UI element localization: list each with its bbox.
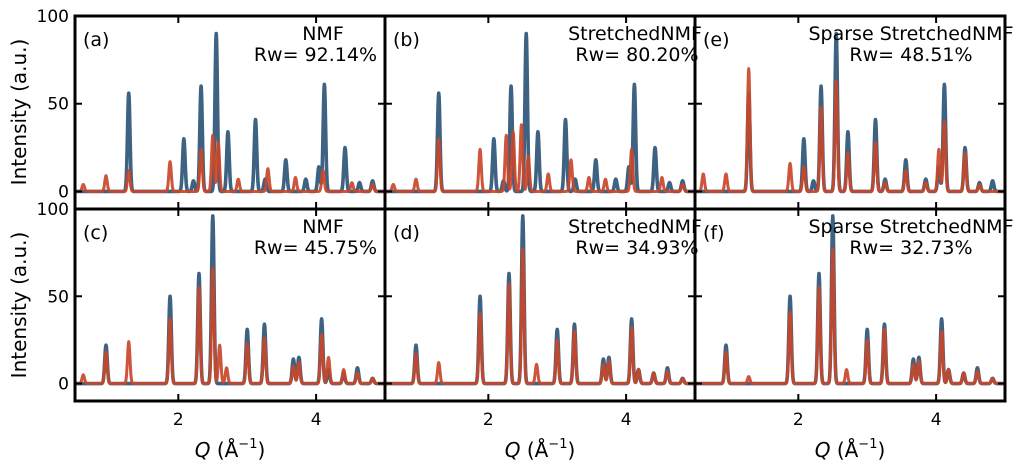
x-axis-label-1: Q (Å−1) [195,437,266,462]
series-fit-b [385,123,695,193]
series-fit-a [75,133,385,193]
ytick-label-a-1: 50 [47,95,69,115]
rw-label-e: Rw= 48.51% [849,44,972,66]
series-fit-e [695,67,1005,193]
rw-label-b: Rw= 80.20% [575,44,698,66]
method-label-e: Sparse StretchedNMF [808,23,1013,45]
x-axis-label-3: Q (Å−1) [815,437,886,462]
rw-label-f: Rw= 32.73% [849,237,972,259]
panel-label-f: (f) [703,222,725,244]
y-axis-label-top: Intensity (a.u.) [7,39,31,186]
method-label-f: Sparse StretchedNMF [808,216,1013,238]
rw-label-c: Rw= 45.75% [254,237,377,259]
series-fit-d [385,247,695,386]
rw-label-d: Rw= 34.93% [575,237,698,259]
x-axis-label-2: Q (Å−1) [505,437,576,462]
xtick-label-c-0: 2 [173,410,184,430]
ytick-label-a-0: 0 [58,182,69,202]
series-fit-f [695,247,1005,386]
xtick-label-f-1: 4 [931,410,942,430]
ytick-label-c-0: 0 [58,375,69,395]
ytick-label-c-1: 50 [47,287,69,307]
panel-label-b: (b) [393,29,420,51]
panel-label-d: (d) [393,222,420,244]
y-axis-label-bottom: Intensity (a.u.) [7,232,31,379]
panel-label-a: (a) [83,29,109,51]
series-fit-c [75,266,385,386]
ytick-label-a-2: 100 [37,7,69,27]
panel-frame-f [693,207,1007,403]
method-label-c: NMF [302,216,344,238]
ytick-label-c-2: 100 [37,200,69,220]
xtick-label-d-0: 2 [483,410,494,430]
method-label-a: NMF [302,23,344,45]
method-label-d: StretchedNMF [568,216,702,238]
xtick-label-d-1: 4 [621,410,632,430]
xtick-label-f-0: 2 [793,410,804,430]
method-label-b: StretchedNMF [568,23,702,45]
panel-label-c: (c) [83,222,108,244]
panel-label-e: (e) [703,29,730,51]
rw-label-a: Rw= 92.14% [254,44,377,66]
xtick-label-c-1: 4 [311,410,322,430]
